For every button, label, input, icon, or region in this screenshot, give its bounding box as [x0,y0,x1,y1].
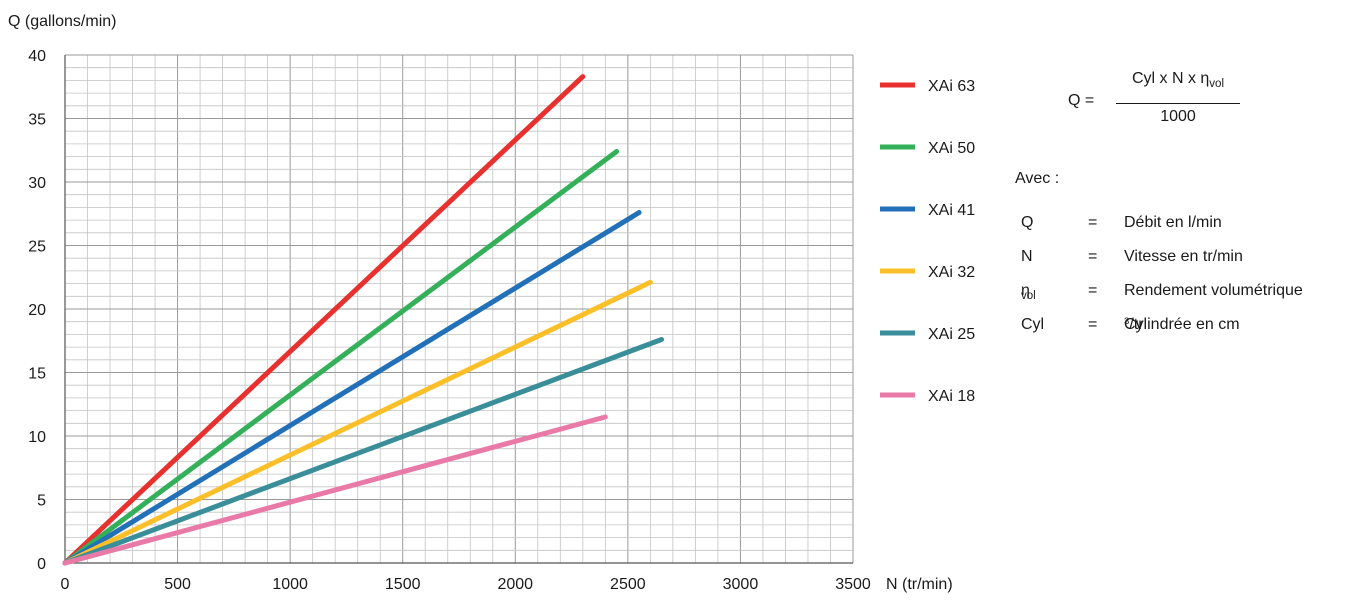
y-tick-label: 0 [37,556,46,573]
y-tick-label: 5 [37,493,46,510]
formula-numerator-sub: vol [1209,78,1225,91]
formula-numerator: Cyl x N x ηvol [1116,70,1240,90]
series-line-xai-63 [62,74,586,566]
x-tick-label: 2000 [497,576,533,593]
fraction-bar [1116,103,1240,104]
legend-label: XAi 41 [928,202,975,219]
definition-equals: = [1088,316,1098,333]
definition-equals: = [1088,248,1098,265]
y-axis-label: Q (gallons/min) [8,13,116,30]
x-tick-label: 0 [61,576,70,593]
formula-lhs: Q = [1068,92,1095,109]
series-line-xai-18 [62,414,608,566]
chart-legend: XAi 63 XAi 50 XAi 41 XAi 32 XAi 25 XAi 18 [880,78,975,405]
series-line-xai-32 [62,279,653,566]
definitions-heading: Avec : [1015,170,1060,187]
legend-label: XAi 63 [928,78,975,95]
x-tick-label: 3500 [835,576,871,593]
chart-axes [64,55,853,564]
y-tick-label: 40 [28,48,46,65]
x-tick-label: 1000 [272,576,308,593]
y-tick-label: 15 [28,366,46,383]
formula-numerator-text: Cyl x N x η [1131,70,1210,87]
x-tick-label: 2500 [610,576,646,593]
legend-label: XAi 25 [928,326,975,343]
series-line-xai-50 [62,149,620,566]
legend-label: XAi 32 [928,264,975,281]
legend-label: XAi 18 [928,388,975,405]
chart-grid [64,54,854,564]
y-tick-label: 35 [28,112,46,129]
x-tick-label: 3000 [723,576,759,593]
definition-description: Cylindrée en cm 3/tr [1124,316,1240,333]
tick-labels: 0 500 1000 1500 2000 2500 3000 3500 0 5 10 15 20 25 30… [28,48,871,593]
x-axis-label: N (tr/min) [886,576,953,593]
definition-symbol: η vol [1021,282,1036,303]
y-tick-label: 30 [28,175,46,192]
y-tick-label: 25 [28,239,46,256]
chart-series [62,74,665,566]
legend-label: XAi 50 [928,140,975,157]
y-tick-label: 20 [28,302,46,319]
series-line-xai-25 [62,337,665,566]
x-tick-label: 1500 [385,576,421,593]
formula-denominator: 1000 [1160,108,1196,125]
definition-equals: = [1088,214,1098,231]
y-tick-label: 10 [28,429,46,446]
x-tick-label: 500 [164,576,191,593]
definition-equals: = [1088,282,1098,299]
series-line-xai-41 [62,210,642,566]
